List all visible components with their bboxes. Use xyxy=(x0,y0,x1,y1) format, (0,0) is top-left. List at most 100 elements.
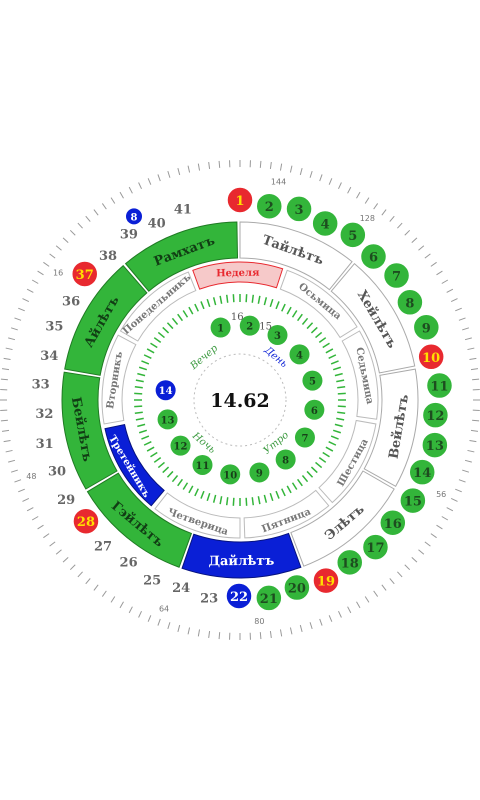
day-8-label[interactable]: 8 xyxy=(405,296,414,311)
day-13-badge[interactable] xyxy=(421,431,449,459)
month-label[interactable]: Дайлѣтъ xyxy=(208,554,274,570)
day-3-label[interactable]: 3 xyxy=(295,203,304,218)
hour-2-label[interactable]: 2 xyxy=(246,322,253,333)
day-19-label[interactable]: 19 xyxy=(317,575,335,590)
month-segment[interactable] xyxy=(124,221,239,292)
weekday-segment[interactable] xyxy=(119,271,197,342)
day-7-badge[interactable] xyxy=(382,261,411,290)
day-17-label[interactable]: 17 xyxy=(366,541,384,556)
day-35-label[interactable]: 35 xyxy=(45,319,63,334)
weekday-segment[interactable] xyxy=(318,419,377,504)
day-37-badge[interactable] xyxy=(70,260,99,288)
day-33-label[interactable]: 33 xyxy=(32,378,50,393)
day-39-label[interactable]: 39 xyxy=(120,228,138,243)
hour-11-badge[interactable] xyxy=(192,454,213,475)
hour-10-label[interactable]: 10 xyxy=(223,470,237,481)
day-1-label[interactable]: 1 xyxy=(235,194,244,209)
hour-14-badge[interactable] xyxy=(155,380,176,401)
hour-14-label[interactable]: 14 xyxy=(159,386,173,397)
hour-13-label[interactable]: 13 xyxy=(161,415,175,426)
weekday-segment[interactable] xyxy=(341,330,379,420)
day-12-label[interactable]: 12 xyxy=(426,409,444,424)
day-36-label[interactable]: 36 xyxy=(62,295,80,310)
day-17-badge[interactable] xyxy=(361,533,390,561)
day-41-label[interactable]: 41 xyxy=(174,202,192,217)
hour-5-label[interactable]: 5 xyxy=(309,377,316,388)
day-37-label[interactable]: 37 xyxy=(76,268,94,283)
hour-12-label[interactable]: 12 xyxy=(174,442,188,453)
hour-9-badge[interactable] xyxy=(249,462,270,483)
day-38-label[interactable]: 38 xyxy=(99,249,117,264)
day-8-badge[interactable] xyxy=(396,288,424,317)
day-16-badge[interactable] xyxy=(379,509,407,537)
day-10-badge[interactable] xyxy=(417,343,445,371)
day-29-label[interactable]: 29 xyxy=(57,493,75,508)
month-segment[interactable] xyxy=(86,472,193,568)
hour-3-badge[interactable] xyxy=(267,325,288,346)
weekday-segment[interactable] xyxy=(279,269,358,339)
weekday-segment[interactable] xyxy=(104,423,165,507)
day-3-badge[interactable] xyxy=(285,195,313,223)
day-22-label[interactable]: 22 xyxy=(230,590,248,605)
day-30-label[interactable]: 30 xyxy=(48,464,66,479)
hour-1-badge[interactable] xyxy=(210,317,231,338)
hour-8-badge[interactable] xyxy=(275,449,296,470)
day-14-label[interactable]: 14 xyxy=(413,466,431,481)
day-21-label[interactable]: 21 xyxy=(260,592,278,607)
day-26-label[interactable]: 26 xyxy=(120,555,138,570)
day-14-badge[interactable] xyxy=(408,458,436,486)
weekday-segment[interactable] xyxy=(154,492,241,539)
top-marker-label[interactable]: 8 xyxy=(131,212,138,223)
day-40-label[interactable]: 40 xyxy=(148,217,166,232)
day-20-label[interactable]: 20 xyxy=(288,582,306,597)
month-segment[interactable] xyxy=(363,368,419,487)
day-9-badge[interactable] xyxy=(412,313,441,342)
hour-7-label[interactable]: 7 xyxy=(301,434,308,445)
day-4-badge[interactable] xyxy=(311,209,339,238)
day-28-badge[interactable] xyxy=(72,507,100,535)
day-2-badge[interactable] xyxy=(255,192,284,220)
hour-4-label[interactable]: 4 xyxy=(296,350,303,361)
day-28-label[interactable]: 28 xyxy=(77,515,95,530)
month-segment[interactable] xyxy=(290,470,395,567)
day-16-label[interactable]: 16 xyxy=(384,517,402,532)
day-25-label[interactable]: 25 xyxy=(143,574,161,589)
day-4-label[interactable]: 4 xyxy=(321,217,330,232)
day-34-label[interactable]: 34 xyxy=(40,349,58,364)
day-11-badge[interactable] xyxy=(425,371,454,400)
day-20-badge[interactable] xyxy=(283,573,311,602)
day-1-badge[interactable] xyxy=(226,186,254,214)
day-5-label[interactable]: 5 xyxy=(348,229,357,244)
hour-6-label[interactable]: 6 xyxy=(311,406,318,417)
day-7-label[interactable]: 7 xyxy=(392,270,401,285)
day-15-badge[interactable] xyxy=(399,486,427,515)
day-6-label[interactable]: 6 xyxy=(369,250,378,265)
weekday-label[interactable]: Неделя xyxy=(216,268,260,280)
hour-2-badge[interactable] xyxy=(239,315,260,336)
day-11-label[interactable]: 11 xyxy=(430,380,448,395)
weekday-segment[interactable] xyxy=(101,334,137,425)
hour-4-badge[interactable] xyxy=(289,344,310,365)
weekday-segment[interactable] xyxy=(243,489,330,539)
day-23-label[interactable]: 23 xyxy=(200,592,218,607)
hour-10-badge[interactable] xyxy=(220,464,241,485)
day-22-badge[interactable] xyxy=(225,582,253,610)
day-21-badge[interactable] xyxy=(255,584,283,612)
hour-3-label[interactable]: 3 xyxy=(274,331,281,342)
month-segment[interactable] xyxy=(61,371,118,490)
month-segment[interactable] xyxy=(181,532,302,579)
hour-12-badge[interactable] xyxy=(170,435,191,456)
weekday-segment[interactable] xyxy=(192,261,284,290)
day-5-badge[interactable] xyxy=(339,221,367,249)
day-24-label[interactable]: 24 xyxy=(172,581,190,596)
month-segment[interactable] xyxy=(64,264,148,376)
day-12-badge[interactable] xyxy=(421,401,450,429)
day-13-label[interactable]: 13 xyxy=(426,439,444,454)
hour-13-badge[interactable] xyxy=(157,409,178,430)
top-marker-badge[interactable] xyxy=(126,208,142,225)
day-10-label[interactable]: 10 xyxy=(422,351,440,366)
hour-1-label[interactable]: 1 xyxy=(217,324,224,335)
day-18-badge[interactable] xyxy=(335,548,364,577)
day-9-label[interactable]: 9 xyxy=(422,321,431,336)
hour-5-badge[interactable] xyxy=(302,370,323,391)
